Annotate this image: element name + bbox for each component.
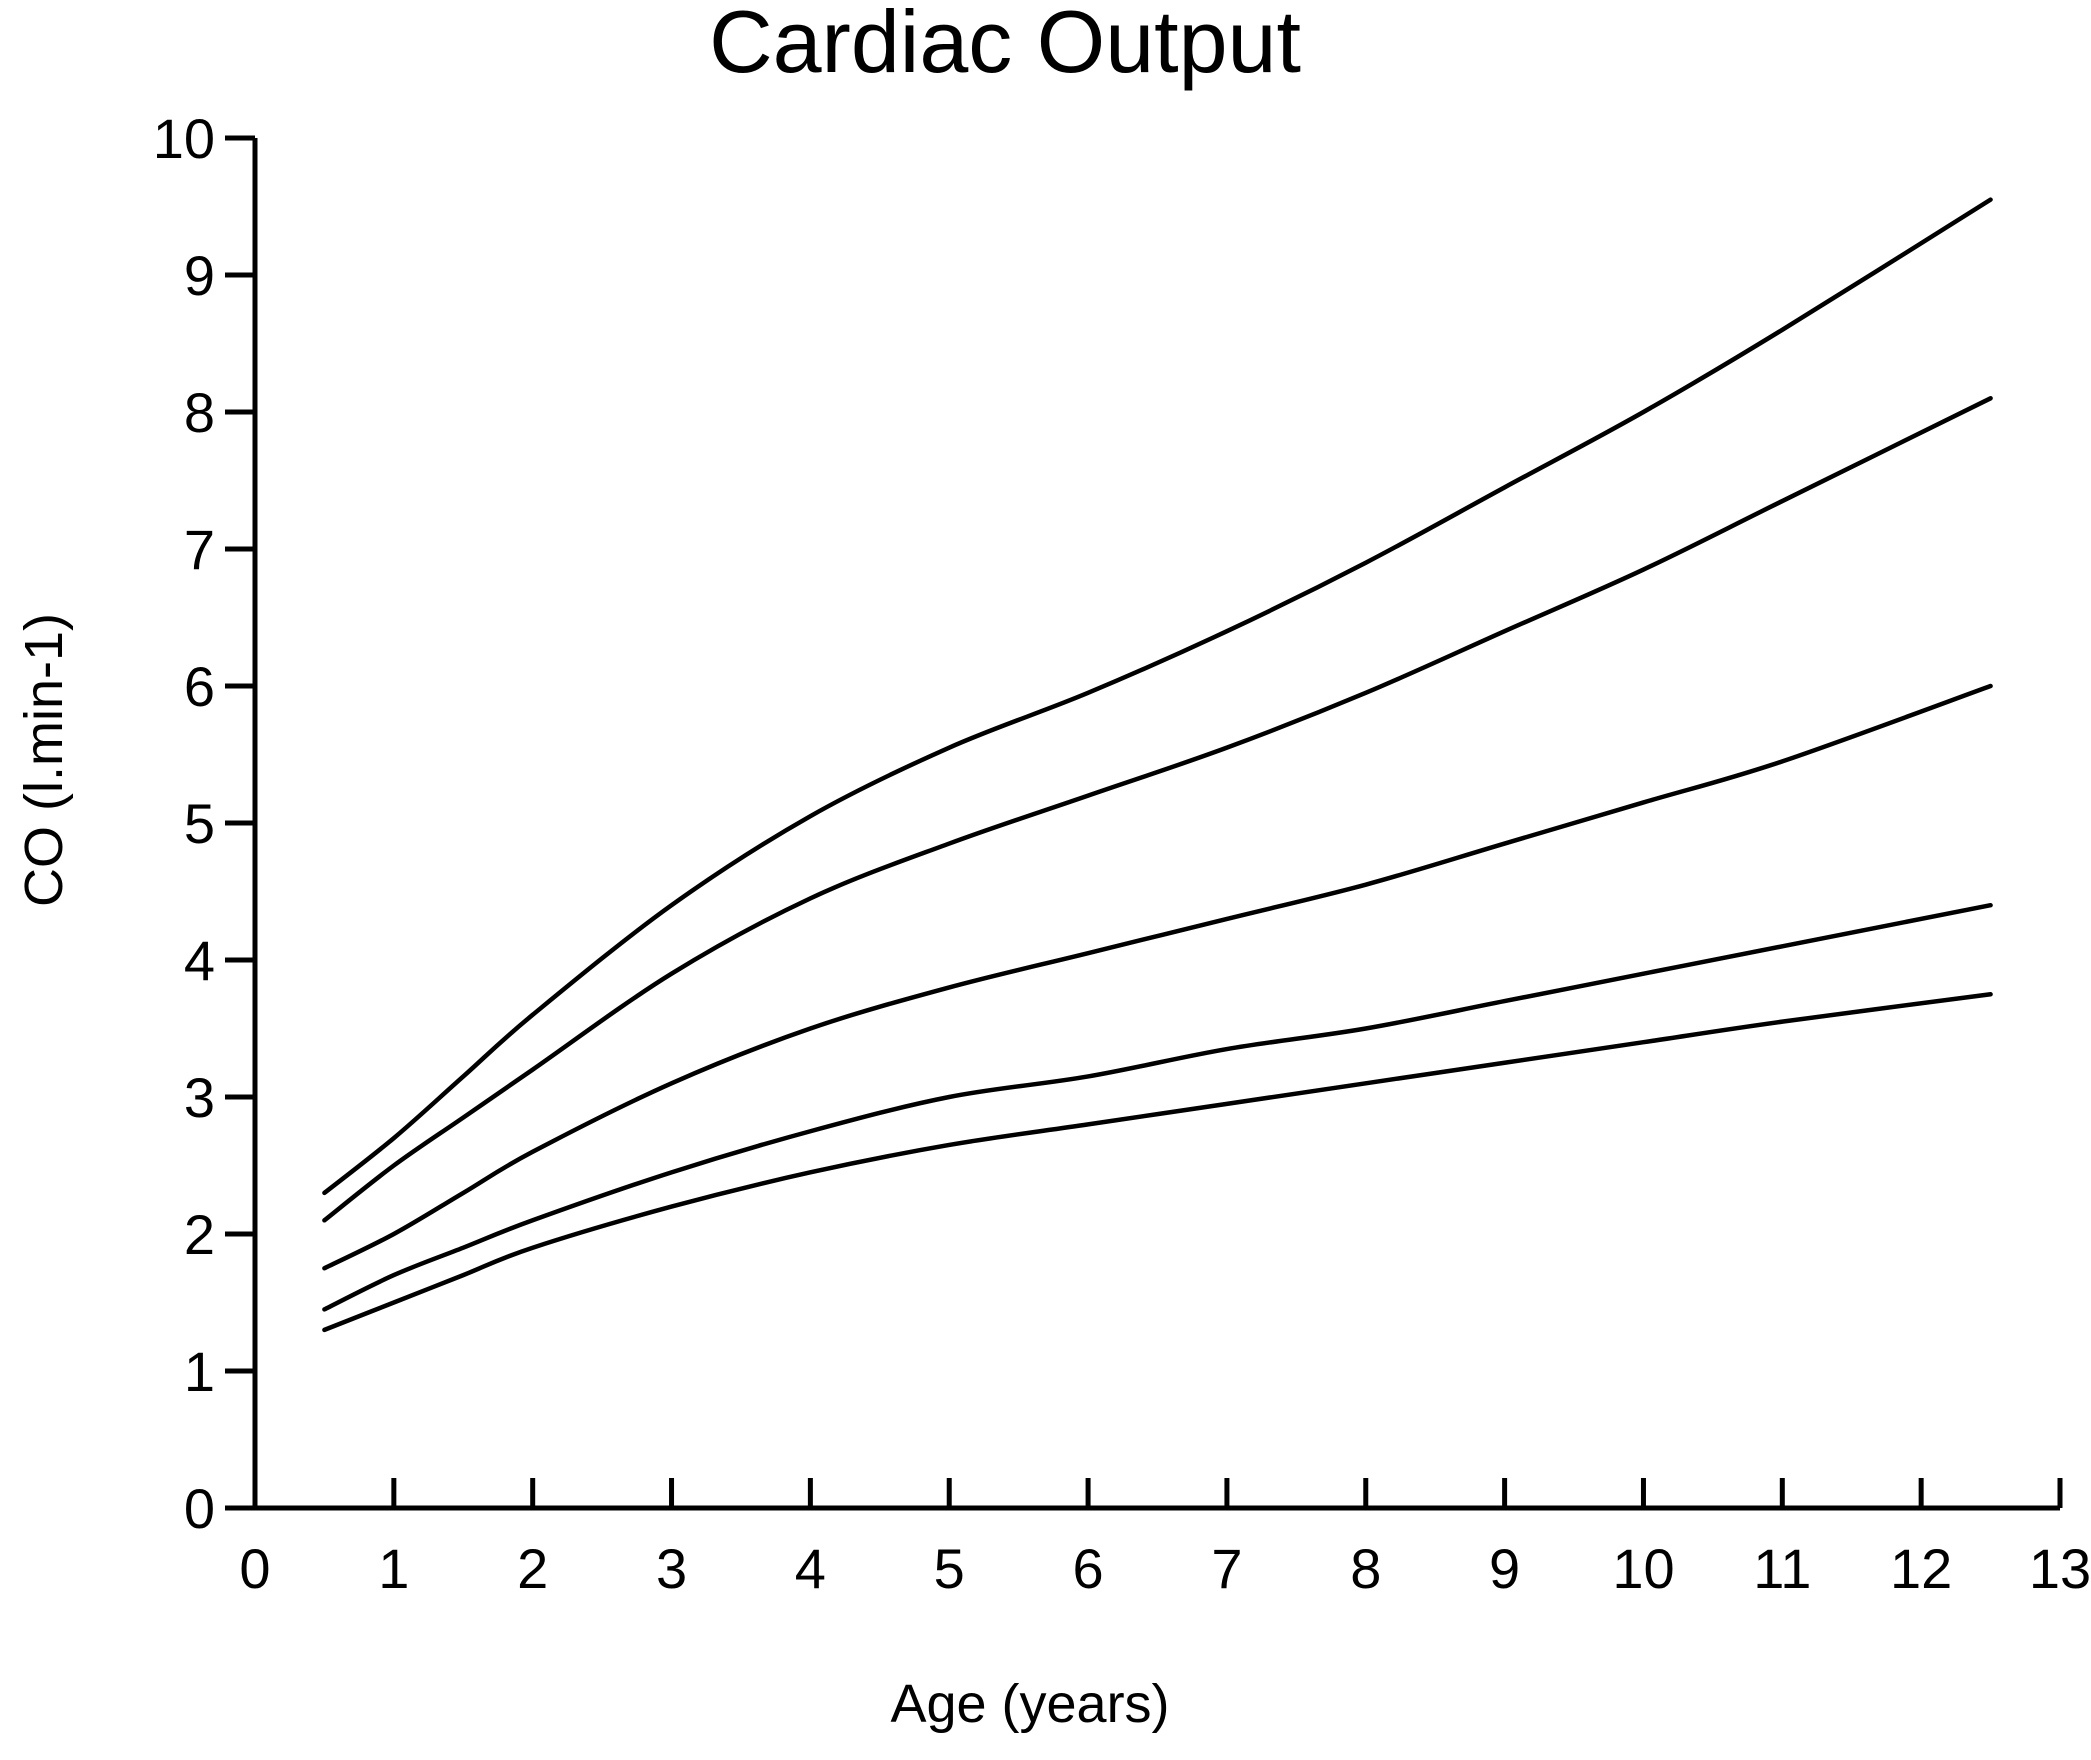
y-tick-label: 8: [184, 381, 215, 444]
y-axis: 0 1 2 3 4 5 6 7 8 9 10: [153, 107, 258, 1540]
x-tick-label: 0: [239, 1537, 270, 1600]
y-tick-label: 0: [184, 1477, 215, 1540]
series-line-5: [322, 992, 1993, 1333]
y-tick-label: 5: [184, 792, 215, 855]
y-tick-label: 3: [184, 1066, 215, 1129]
x-tick-label: 4: [795, 1537, 826, 1600]
x-tick-label: 3: [656, 1537, 687, 1600]
x-tick-label: 5: [934, 1537, 965, 1600]
x-tick-label: 1: [378, 1537, 409, 1600]
series-line-3: [322, 683, 1993, 1271]
x-tick-label: 9: [1489, 1537, 1520, 1600]
x-tick-label: 8: [1350, 1537, 1381, 1600]
x-tick-label: 13: [2029, 1537, 2091, 1600]
y-tick-label: 4: [184, 929, 215, 992]
series-line-1: [322, 197, 1993, 1196]
y-tick-label: 6: [184, 655, 215, 718]
y-tick-label: 1: [184, 1340, 215, 1403]
x-axis: 0 1 2 3 4 5 6 7 8 9 10 11 12 13: [239, 1478, 2091, 1600]
y-tick-label: 7: [184, 518, 215, 581]
y-tick-label: 9: [184, 244, 215, 307]
x-tick-label: 7: [1211, 1537, 1242, 1600]
x-tick-label: 6: [1072, 1537, 1103, 1600]
x-tick-label: 2: [517, 1537, 548, 1600]
series-line-4: [322, 902, 1993, 1312]
x-tick-label: 11: [1753, 1537, 1811, 1600]
y-tick-label: 2: [184, 1203, 215, 1266]
y-tick-label: 10: [153, 107, 215, 170]
series-line-2: [322, 396, 1993, 1223]
series-lines: [322, 197, 1993, 1333]
x-tick-label: 10: [1612, 1537, 1674, 1600]
x-tick-label: 12: [1890, 1537, 1952, 1600]
y-axis-label: CO (l.min-1): [14, 613, 74, 907]
chart-title: Cardiac Output: [709, 0, 1301, 91]
x-axis-label: Age (years): [890, 1674, 1169, 1734]
